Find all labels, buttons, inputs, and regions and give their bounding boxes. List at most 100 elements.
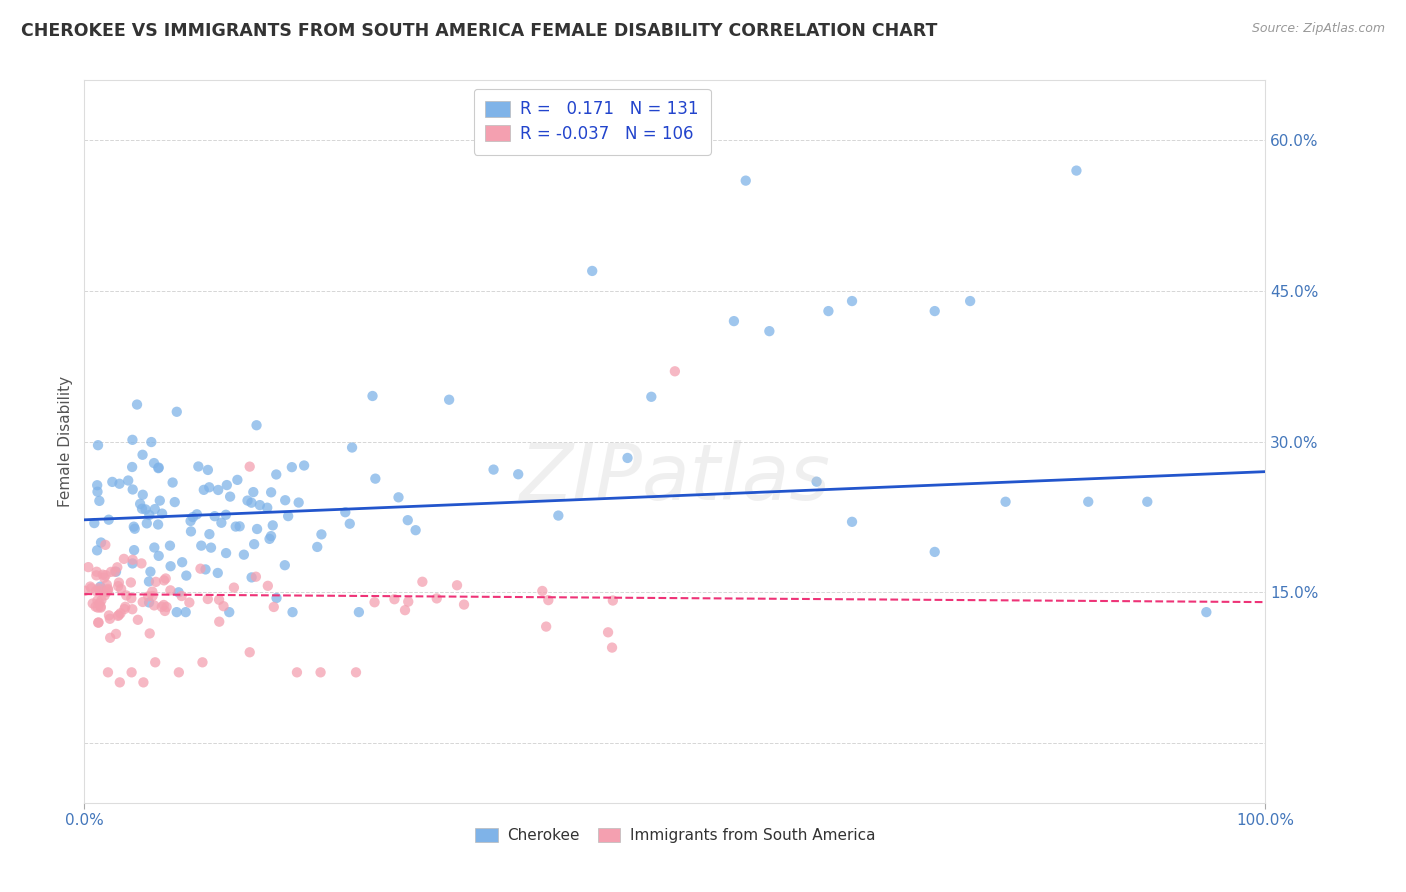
Point [131,501,153,516]
Point [97,582,120,596]
Point [143,502,166,516]
Point [98,631,121,645]
Point [405,523,427,537]
Point [156,599,179,614]
Point [93,571,115,585]
Point [148,461,170,475]
Point [162,475,184,490]
Point [200,541,222,555]
Point [159,559,181,574]
Point [172,555,194,569]
Point [228,519,250,533]
Point [197,592,219,607]
Point [122,543,145,558]
Point [243,537,266,551]
Point [98,612,121,626]
Point [437,392,460,407]
Point [236,493,259,508]
Point [179,595,201,609]
Point [1136,494,1159,508]
Point [79,580,101,594]
Point [212,599,235,614]
Point [138,574,160,589]
Point [96,585,118,599]
Point [339,516,361,531]
Point [107,608,129,623]
Point [108,675,131,690]
Point [219,490,242,504]
Point [108,476,131,491]
Point [110,582,132,596]
Point [166,405,188,419]
Point [107,579,129,593]
Point [104,565,127,579]
Point [817,304,839,318]
Point [90,593,112,607]
Text: ZIPatlas: ZIPatlas [519,440,831,516]
Point [239,645,262,659]
Point [146,517,169,532]
Point [208,615,231,629]
Point [581,264,603,278]
Point [100,565,122,579]
Point [347,605,370,619]
Point [600,640,623,655]
Point [112,602,135,616]
Point [226,473,249,487]
Point [204,509,226,524]
Point [396,513,419,527]
Point [193,483,215,497]
Point [281,460,304,475]
Point [198,527,221,541]
Point [841,515,863,529]
Point [115,589,138,603]
Point [240,496,263,510]
Point [150,599,173,614]
Point [143,456,166,470]
Point [285,665,308,680]
Point [97,583,120,598]
Point [97,665,120,680]
Point [446,578,468,592]
Point [105,627,128,641]
Point [90,600,112,615]
Point [263,599,285,614]
Point [87,615,110,630]
Point [260,529,283,543]
Point [197,463,219,477]
Point [89,583,111,598]
Point [256,500,278,515]
Point [82,597,104,611]
Point [94,568,117,582]
Point [262,518,284,533]
Point [89,580,111,594]
Point [167,585,190,599]
Point [215,546,238,560]
Point [167,665,190,680]
Point [207,483,229,497]
Point [86,484,108,499]
Point [108,608,131,623]
Point [924,304,946,318]
Point [86,478,108,492]
Point [87,600,110,615]
Point [127,613,149,627]
Point [84,584,107,599]
Point [482,462,505,476]
Point [163,495,186,509]
Point [277,509,299,524]
Point [1195,605,1218,619]
Point [246,522,269,536]
Point [245,570,267,584]
Point [117,474,139,488]
Point [135,502,157,516]
Point [190,562,212,576]
Point [411,574,433,589]
Point [260,485,283,500]
Point [259,532,281,546]
Point [534,619,557,633]
Point [132,675,155,690]
Point [121,665,143,680]
Point [114,599,136,614]
Point [994,494,1017,508]
